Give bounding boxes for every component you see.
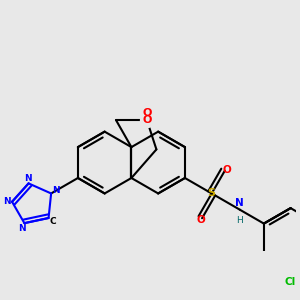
Text: N: N	[52, 186, 59, 195]
Text: C: C	[49, 217, 56, 226]
Text: O: O	[142, 108, 152, 118]
Text: Cl: Cl	[285, 277, 296, 286]
Text: N: N	[18, 224, 26, 232]
Text: N: N	[236, 198, 244, 208]
Text: S: S	[208, 188, 216, 199]
Text: O: O	[223, 165, 232, 175]
Text: N: N	[24, 174, 31, 183]
Text: O: O	[142, 115, 152, 125]
Text: O: O	[197, 214, 206, 225]
Text: H: H	[236, 216, 243, 225]
Text: N: N	[3, 197, 10, 206]
